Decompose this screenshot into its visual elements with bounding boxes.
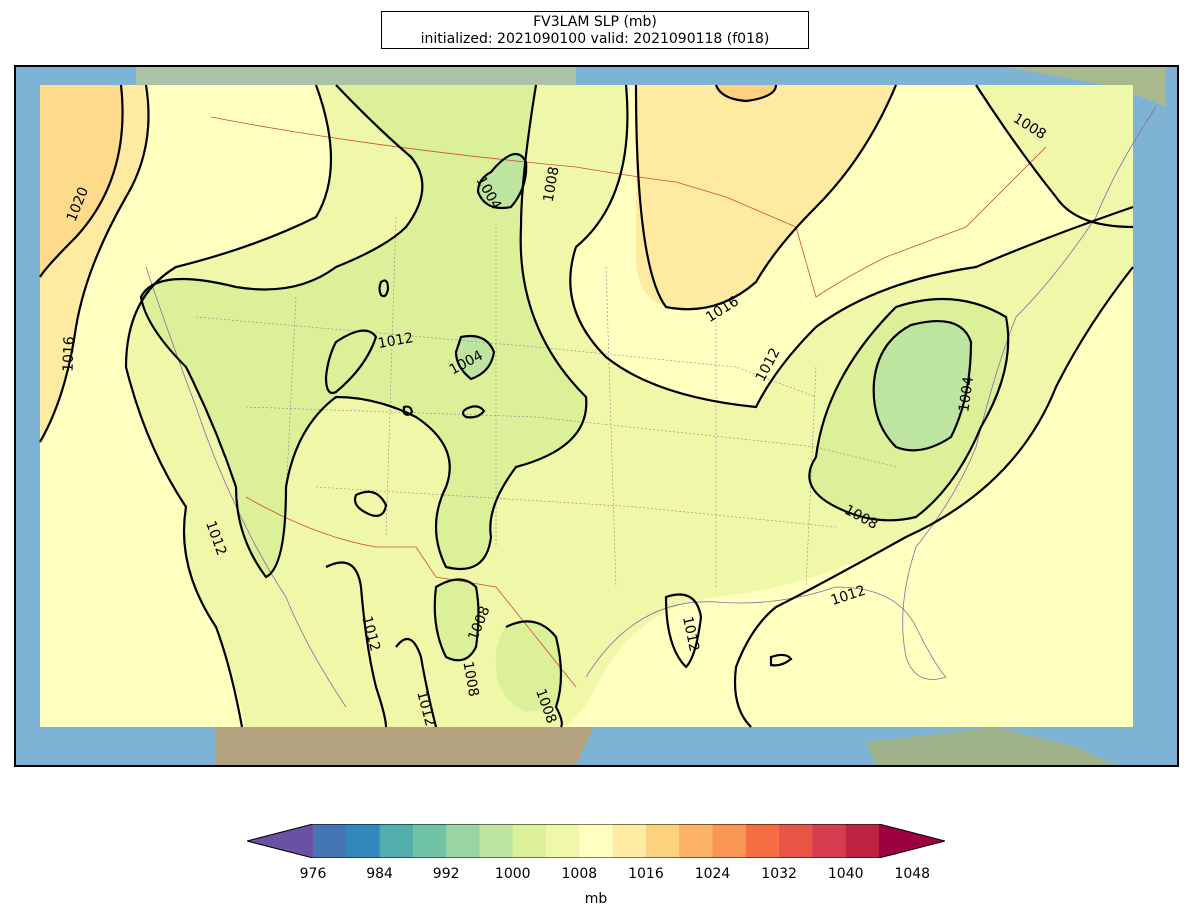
slp-fill-1008-1012: [126, 85, 1133, 727]
isobar-1004-east: [872, 320, 973, 452]
colorbar-swatch: [612, 824, 647, 858]
slp-fill-1004-1008-mexico: [434, 579, 479, 661]
colorbar-swatch: [512, 824, 547, 858]
contour-label: 1016: [60, 336, 77, 372]
colorbar-swatches: [247, 824, 945, 858]
map-svg: 1020 1016 1012 1004 1008 1012 1004 1016 …: [16, 67, 1177, 765]
contour-label: 1012: [679, 615, 702, 653]
colorbar-tick-label: 984: [366, 866, 393, 882]
slp-fill-1020plus: [40, 85, 123, 277]
colorbar-swatch: [379, 824, 414, 858]
slp-fill-1008-1012-ne: [976, 85, 1133, 215]
land-ne-edge: [1006, 67, 1166, 107]
colorbar-swatch: [745, 824, 780, 858]
colorbar-swatch: [679, 824, 714, 858]
colorbar-swatch: [479, 824, 514, 858]
isobar-1016-west: [39, 84, 150, 443]
colorbar-tick-label: 976: [299, 866, 327, 882]
isobar-small-2: [402, 405, 414, 416]
east-gulf-coastline: [585, 106, 1157, 680]
title-line-1: FV3LAM SLP (mb): [533, 14, 657, 30]
isobar-small-1: [378, 279, 390, 298]
isobar-lines: [39, 84, 1134, 728]
contour-label: 1004: [956, 375, 977, 413]
isobar-1020: [39, 84, 124, 278]
colorbar-tick-label: 1024: [694, 866, 731, 882]
land-north-edge: [136, 67, 576, 87]
title-line-2: initialized: 2021090100 valid: 202109011…: [420, 31, 770, 47]
colorbar-swatch: [812, 824, 847, 858]
slp-fill-low-east: [873, 321, 971, 451]
colorbar-swatch: [412, 824, 447, 858]
us-mexico-border: [245, 496, 577, 688]
isobar-1016-lakes: [634, 84, 898, 311]
map-panel: 1020 1016 1012 1004 1008 1012 1004 1016 …: [14, 65, 1179, 767]
isobar-1004-central: [454, 334, 496, 381]
isobar-gulf-tiny: [769, 653, 793, 667]
colorbar-tick-label: 1032: [761, 866, 797, 882]
isobar-1012-central: [569, 84, 1134, 409]
colorbar-swatch: [712, 824, 747, 858]
colorbar: [247, 824, 945, 858]
isobar-1012-east: [733, 266, 1134, 728]
isobar-small-3: [461, 405, 486, 419]
land-mexico-edge: [216, 722, 596, 765]
colorbar-swatch: [779, 824, 813, 858]
isobar-1008-texas: [505, 620, 563, 728]
colorbar-swatch: [313, 824, 347, 858]
isobar-1008-mexico: [433, 578, 480, 662]
colorbar-tick-label: 1008: [561, 866, 598, 882]
slp-fill-1016-1020-lakes: [636, 85, 896, 310]
colorbar-swatch: [645, 824, 680, 858]
colorbar-tick-label: 1040: [827, 866, 864, 882]
map-title: FV3LAM SLP (mb) initialized: 2021090100 …: [381, 11, 809, 49]
slp-fill-low-central: [456, 336, 494, 379]
slp-fill-low-north: [478, 154, 527, 208]
colorbar-extend-low: [247, 824, 313, 858]
isobar-1012-inner: [324, 329, 378, 395]
west-coastline: [145, 266, 347, 708]
colorbar-swatch: [446, 824, 480, 858]
contour-label: 1008: [459, 660, 481, 698]
colorbar-tick-label: 1048: [894, 866, 931, 882]
isobar-1012-mexico-2: [395, 637, 438, 728]
colorbar-swatch: [845, 824, 880, 858]
isobar-1008-ne: [975, 84, 1134, 229]
isobar-1012-gulf-small: [664, 593, 703, 669]
isobar-1020-lakes: [714, 84, 778, 103]
contour-label: 1012: [377, 330, 415, 352]
isobar-1012-mexico-1: [325, 561, 388, 728]
land-cuba: [866, 727, 1116, 765]
colorbar-swatch: [346, 824, 381, 858]
isobar-1004-north: [476, 152, 528, 210]
contour-label: 1008: [541, 165, 563, 203]
colorbar-swatch: [579, 824, 614, 858]
slp-fill-1004-1008-texas: [495, 621, 561, 712]
isobar-1008-west: [139, 84, 588, 579]
isobar-1012-west: [124, 84, 333, 728]
isobar-small-4: [353, 490, 388, 517]
colorbar-tick-label: 1000: [494, 866, 531, 882]
colorbar-extend-high: [879, 824, 945, 858]
colorbar-unit-label: mb: [584, 891, 608, 907]
state-boundaries: [195, 216, 897, 588]
slp-fill-1016-1020-west: [40, 85, 149, 442]
colorbar-tick-label: 1016: [628, 866, 664, 882]
isobar-1008-east: [808, 297, 1010, 522]
colorbar-tick-label: 992: [432, 866, 460, 882]
us-canada-border: [210, 116, 1047, 298]
colorbar-swatch: [546, 824, 580, 858]
